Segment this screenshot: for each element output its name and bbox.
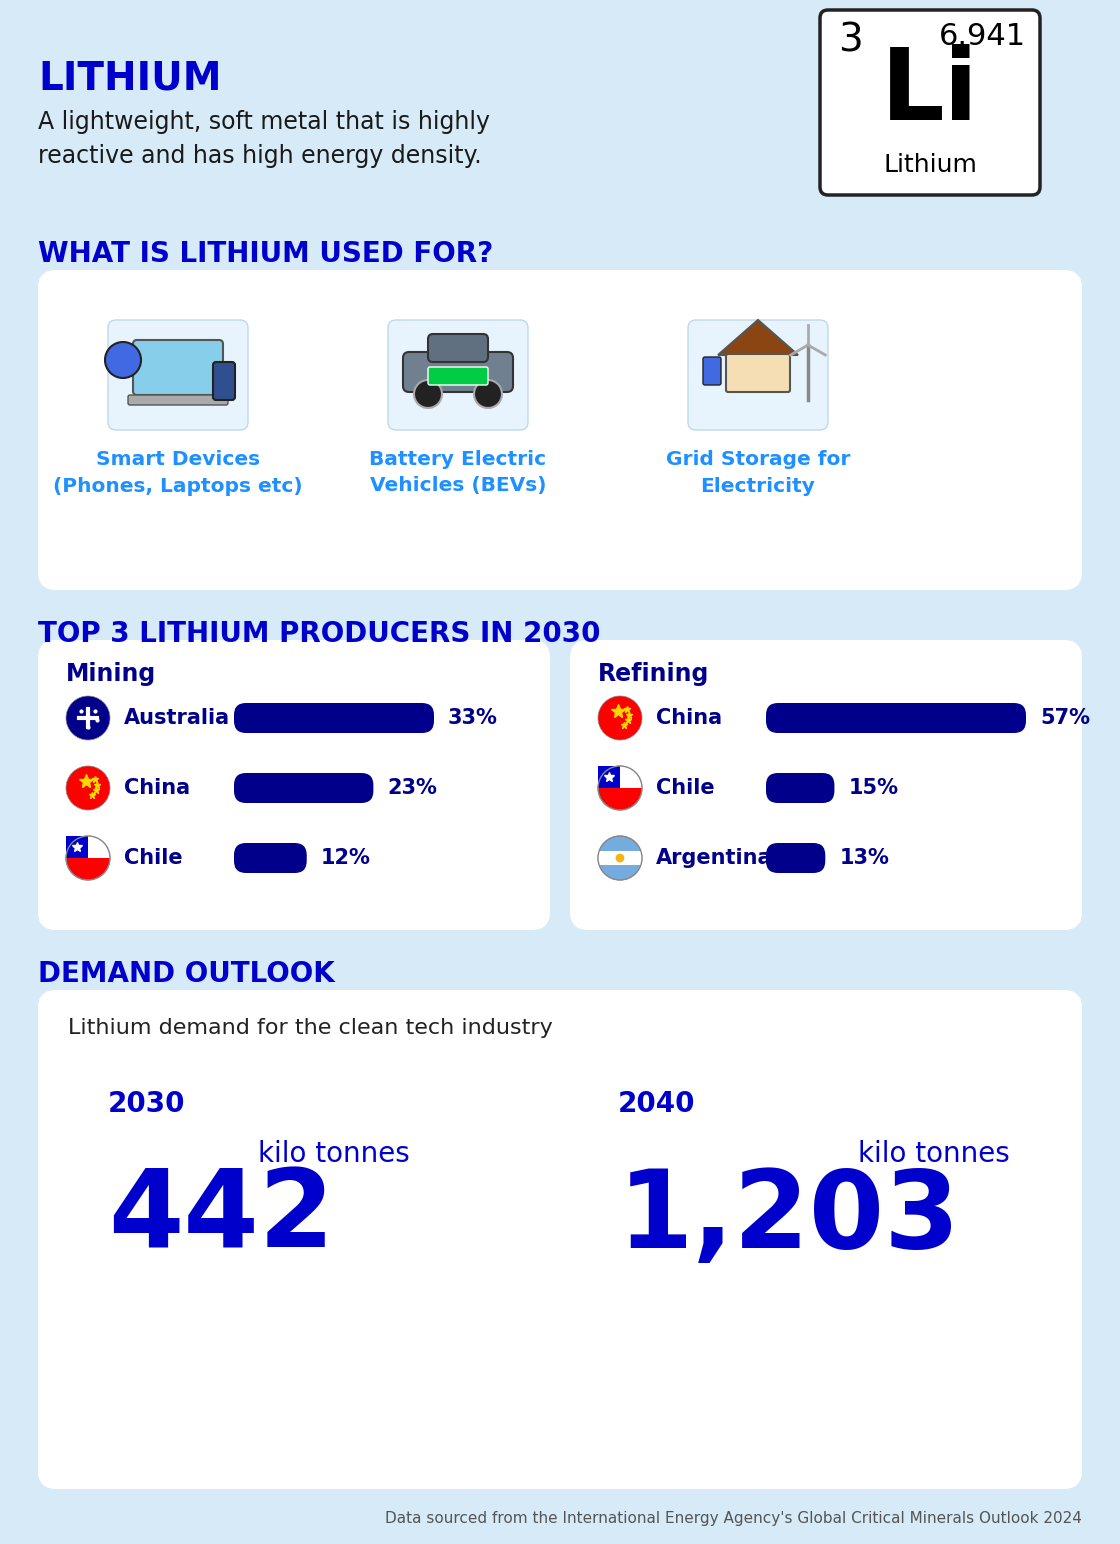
FancyBboxPatch shape bbox=[234, 774, 373, 803]
FancyBboxPatch shape bbox=[38, 270, 1082, 590]
Circle shape bbox=[598, 766, 642, 811]
Text: Chile: Chile bbox=[656, 778, 715, 798]
Circle shape bbox=[598, 696, 642, 740]
Text: Smart Devices
(Phones, Laptops etc): Smart Devices (Phones, Laptops etc) bbox=[53, 449, 302, 496]
FancyBboxPatch shape bbox=[108, 320, 248, 429]
Text: Chile: Chile bbox=[124, 848, 183, 868]
Circle shape bbox=[66, 835, 110, 880]
FancyBboxPatch shape bbox=[213, 361, 235, 400]
Text: 33%: 33% bbox=[448, 709, 498, 729]
Circle shape bbox=[474, 380, 502, 408]
FancyBboxPatch shape bbox=[403, 352, 513, 392]
Text: China: China bbox=[656, 709, 722, 729]
Text: China: China bbox=[124, 778, 190, 798]
Circle shape bbox=[66, 696, 110, 740]
Text: 23%: 23% bbox=[388, 778, 437, 798]
Text: 6.941: 6.941 bbox=[939, 22, 1026, 51]
Text: 15%: 15% bbox=[849, 778, 898, 798]
Text: DEMAND OUTLOOK: DEMAND OUTLOOK bbox=[38, 960, 335, 988]
FancyBboxPatch shape bbox=[66, 835, 88, 858]
Text: 13%: 13% bbox=[839, 848, 889, 868]
Wedge shape bbox=[598, 766, 642, 787]
Text: 442: 442 bbox=[108, 1166, 334, 1271]
FancyBboxPatch shape bbox=[598, 766, 620, 787]
Text: Battery Electric
Vehicles (BEVs): Battery Electric Vehicles (BEVs) bbox=[370, 449, 547, 496]
Polygon shape bbox=[718, 320, 797, 355]
Text: 57%: 57% bbox=[1040, 709, 1090, 729]
Circle shape bbox=[616, 854, 625, 863]
FancyBboxPatch shape bbox=[234, 843, 307, 872]
FancyBboxPatch shape bbox=[428, 367, 488, 384]
FancyBboxPatch shape bbox=[766, 703, 1026, 733]
FancyBboxPatch shape bbox=[133, 340, 223, 395]
Text: kilo tonnes: kilo tonnes bbox=[258, 1139, 410, 1167]
FancyBboxPatch shape bbox=[598, 851, 642, 865]
Wedge shape bbox=[66, 835, 110, 858]
Text: Mining: Mining bbox=[66, 662, 157, 686]
Text: 2030: 2030 bbox=[108, 1090, 186, 1118]
Text: Australia: Australia bbox=[124, 709, 230, 729]
FancyBboxPatch shape bbox=[388, 320, 528, 429]
FancyBboxPatch shape bbox=[428, 334, 488, 361]
FancyBboxPatch shape bbox=[766, 843, 825, 872]
Text: Lithium: Lithium bbox=[883, 153, 977, 178]
Text: 3: 3 bbox=[838, 22, 862, 60]
FancyBboxPatch shape bbox=[703, 357, 721, 384]
Circle shape bbox=[414, 380, 442, 408]
Text: A lightweight, soft metal that is highly
reactive and has high energy density.: A lightweight, soft metal that is highly… bbox=[38, 110, 491, 167]
Text: kilo tonnes: kilo tonnes bbox=[858, 1139, 1010, 1167]
Text: Li: Li bbox=[881, 43, 979, 141]
Text: 12%: 12% bbox=[320, 848, 371, 868]
Circle shape bbox=[598, 835, 642, 880]
FancyBboxPatch shape bbox=[766, 774, 834, 803]
Text: Refining: Refining bbox=[598, 662, 709, 686]
Text: WHAT IS LITHIUM USED FOR?: WHAT IS LITHIUM USED FOR? bbox=[38, 239, 493, 269]
Text: Lithium demand for the clean tech industry: Lithium demand for the clean tech indust… bbox=[68, 1017, 553, 1038]
Circle shape bbox=[105, 343, 141, 378]
Text: LITHIUM: LITHIUM bbox=[38, 60, 222, 97]
FancyBboxPatch shape bbox=[128, 395, 228, 405]
Circle shape bbox=[66, 766, 110, 811]
Text: TOP 3 LITHIUM PRODUCERS IN 2030: TOP 3 LITHIUM PRODUCERS IN 2030 bbox=[38, 621, 600, 648]
FancyBboxPatch shape bbox=[820, 9, 1040, 195]
FancyBboxPatch shape bbox=[726, 354, 790, 392]
FancyBboxPatch shape bbox=[688, 320, 828, 429]
FancyBboxPatch shape bbox=[38, 990, 1082, 1488]
Text: 2040: 2040 bbox=[618, 1090, 696, 1118]
FancyBboxPatch shape bbox=[570, 641, 1082, 929]
Text: Grid Storage for
Electricity: Grid Storage for Electricity bbox=[665, 449, 850, 496]
Text: 1,203: 1,203 bbox=[618, 1166, 961, 1271]
Text: Argentina: Argentina bbox=[656, 848, 773, 868]
FancyBboxPatch shape bbox=[234, 703, 435, 733]
FancyBboxPatch shape bbox=[38, 641, 550, 929]
Text: Data sourced from the International Energy Agency's Global Critical Minerals Out: Data sourced from the International Ener… bbox=[385, 1512, 1082, 1525]
